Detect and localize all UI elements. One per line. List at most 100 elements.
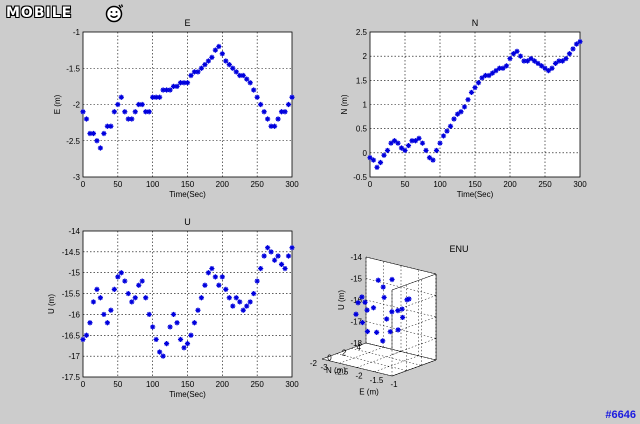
- data-point: [125, 290, 131, 297]
- data-point: [153, 94, 159, 100]
- data-point: [395, 308, 401, 314]
- data-point: [181, 345, 187, 351]
- data-point: [364, 328, 371, 335]
- data-point: [359, 319, 366, 326]
- y-tick-label: -14: [68, 227, 80, 236]
- x-tick-label: 50: [113, 380, 122, 389]
- data-point: [521, 58, 527, 64]
- grid-line-u: [365, 256, 437, 275]
- chart-title: U: [184, 217, 191, 227]
- data-point: [237, 72, 243, 79]
- x-tick-label: 0: [81, 380, 86, 389]
- data-point: [577, 39, 583, 45]
- data-point: [157, 94, 163, 100]
- z-tick-label: -18: [350, 339, 362, 348]
- x-tick-label: 50: [113, 180, 122, 189]
- data-point: [375, 277, 381, 283]
- data-point: [244, 303, 250, 309]
- data-point: [115, 274, 121, 280]
- data-point: [244, 76, 250, 82]
- data-point: [83, 332, 90, 338]
- data-point: [545, 68, 552, 74]
- data-point: [132, 109, 138, 115]
- data-point: [389, 276, 395, 283]
- data-point: [153, 336, 159, 343]
- data-point: [251, 290, 257, 297]
- data-point: [191, 320, 198, 326]
- x-tick-label: 0: [368, 180, 373, 189]
- data-point: [209, 265, 215, 272]
- data-point: [524, 58, 531, 64]
- data-point: [101, 130, 107, 137]
- grid-line-u: [391, 273, 437, 291]
- data-point: [364, 307, 370, 313]
- data-point: [80, 109, 86, 115]
- data-point: [380, 284, 386, 290]
- chart-title: N: [472, 18, 479, 28]
- data-point: [461, 104, 468, 110]
- z-axis-label: U (m): [337, 290, 346, 310]
- y-tick-label: -15.5: [62, 290, 81, 299]
- data-point: [454, 111, 461, 117]
- y-axis-label: N (m): [340, 94, 349, 114]
- data-point: [240, 307, 246, 313]
- data-point: [167, 324, 173, 330]
- y-axis-label: N (m): [326, 366, 346, 375]
- y-tick-label: -3: [73, 173, 81, 182]
- data-point: [440, 133, 447, 139]
- chart-4: -18 -17 -16 -15 -14 -3 -2.5 -2 -1.5 -1 -2 0 2 4 ENU E (…: [310, 244, 469, 397]
- data-point: [177, 336, 184, 343]
- data-point: [458, 109, 464, 115]
- data-point: [195, 307, 201, 313]
- data-point: [184, 80, 191, 86]
- data-point: [514, 48, 520, 54]
- data-point: [482, 72, 489, 79]
- data-point: [404, 297, 410, 303]
- data-point: [400, 314, 406, 321]
- data-point: [212, 274, 218, 280]
- data-point: [570, 46, 576, 52]
- data-point: [223, 286, 229, 292]
- data-point: [223, 58, 229, 64]
- data-point: [87, 130, 93, 137]
- data-point: [377, 159, 384, 166]
- x-tick-label: 150: [468, 180, 482, 189]
- data-point: [447, 123, 454, 129]
- data-point: [143, 109, 149, 115]
- data-point: [118, 94, 124, 100]
- data-point: [216, 282, 222, 288]
- data-point: [237, 299, 243, 305]
- data-point: [129, 116, 135, 122]
- data-point: [104, 320, 110, 326]
- z-tick-label: -17: [350, 318, 362, 327]
- data-point: [174, 83, 180, 89]
- data-point: [118, 270, 124, 276]
- data-point: [205, 270, 211, 276]
- data-point: [531, 58, 538, 64]
- data-point: [132, 295, 138, 301]
- data-point: [412, 138, 419, 144]
- data-point: [115, 101, 121, 108]
- y-tick-label: 0: [327, 354, 332, 363]
- data-point: [108, 307, 114, 313]
- data-point: [278, 109, 285, 115]
- data-point: [143, 295, 149, 301]
- y-tick-label: 0: [363, 149, 368, 158]
- data-point: [552, 60, 559, 67]
- data-point: [542, 65, 548, 71]
- y-tick-label: -16.5: [62, 331, 81, 340]
- chart-title: E: [184, 18, 190, 28]
- data-point: [111, 109, 117, 115]
- grid-line-n: [351, 348, 422, 366]
- chart-2: 0 50 100 150 200 250 300-0.500.511.522.5NTime(…: [340, 18, 587, 199]
- data-point: [380, 338, 386, 344]
- data-point: [289, 245, 295, 251]
- data-point: [391, 138, 398, 144]
- data-point: [423, 147, 429, 154]
- data-point: [247, 80, 253, 86]
- data-point: [104, 123, 110, 129]
- x-tick-label: 150: [181, 380, 195, 389]
- data-point: [136, 282, 142, 288]
- data-point: [233, 69, 239, 75]
